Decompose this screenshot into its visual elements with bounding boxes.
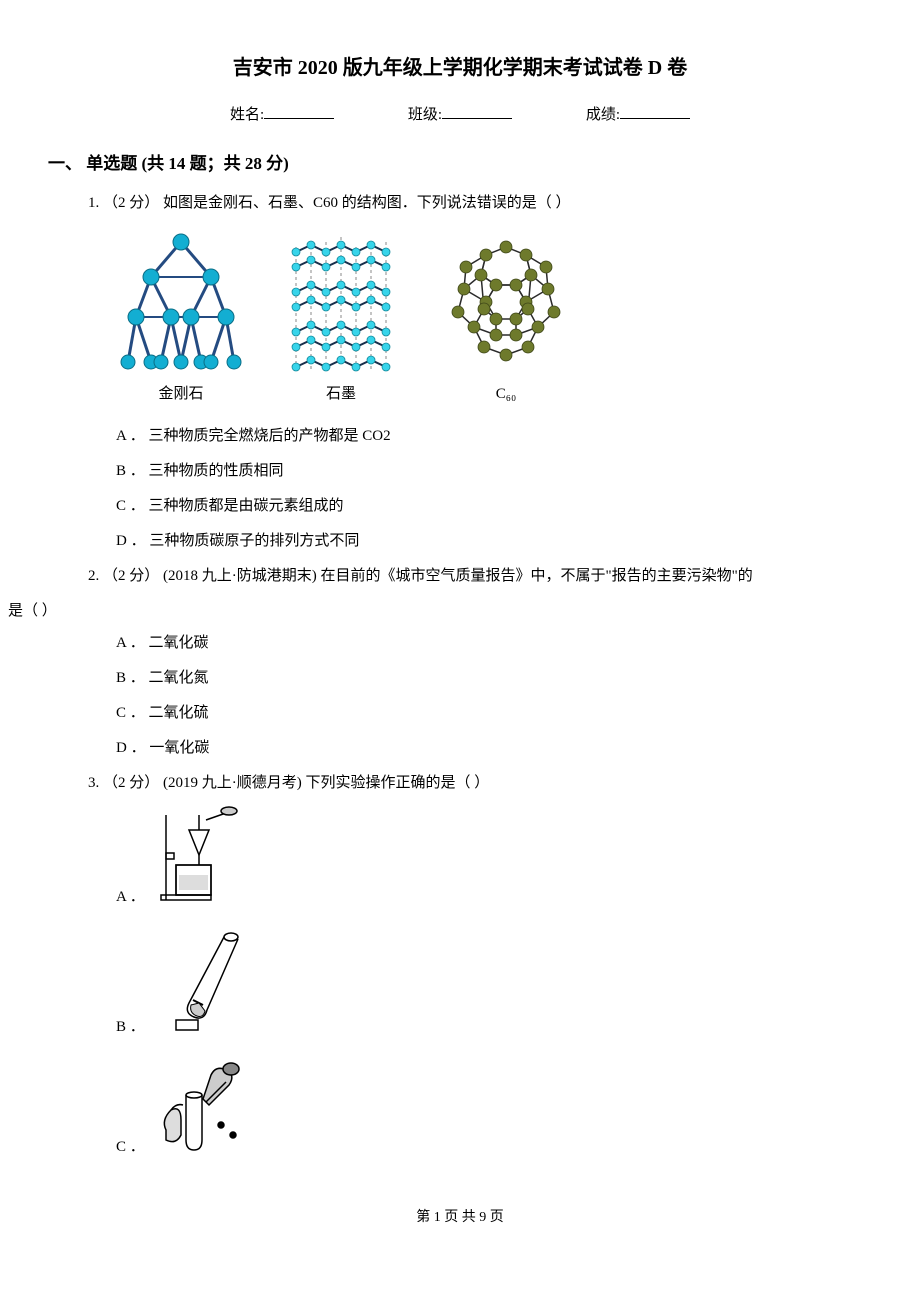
section-heading: 一、 单选题 (共 14 题；共 28 分) [48, 149, 860, 180]
info-row: 姓名: 班级: 成绩: [60, 101, 860, 129]
name-field: 姓名: [230, 101, 334, 129]
q2-option-a: A ． 二氧化碳 [116, 630, 860, 657]
figure-graphite: 石墨 [276, 227, 406, 408]
graphite-svg [276, 227, 406, 377]
q1-option-c: C ． 三种物质都是由碳元素组成的 [116, 493, 860, 520]
q3-a-label: A ． [116, 884, 145, 915]
question-2-opts: A ． 二氧化碳 B ． 二氧化氮 C ． 二氧化硫 D ． 一氧化碳 [88, 630, 860, 762]
score-label: 成绩: [586, 107, 620, 123]
page-title: 吉安市 2020 版九年级上学期化学期末考试试卷 D 卷 [60, 50, 860, 86]
q2-option-c: C ． 二氧化硫 [116, 700, 860, 727]
name-label: 姓名: [230, 107, 264, 123]
q3-a-figure [151, 805, 246, 915]
class-blank [442, 101, 512, 119]
q3-b-svg [151, 925, 246, 1035]
page-footer: 第 1 页 共 9 页 [60, 1205, 860, 1230]
q1-option-a: A ． 三种物质完全燃烧后的产物都是 CO2 [116, 423, 860, 450]
diamond-svg [116, 227, 246, 377]
class-label: 班级: [408, 107, 442, 123]
score-field: 成绩: [586, 101, 690, 129]
c60-label: C₆₀ [496, 381, 516, 408]
q3-a-svg [151, 805, 246, 905]
q3-b-label: B ． [116, 1014, 145, 1045]
q1-option-b: B ． 三种物质的性质相同 [116, 458, 860, 485]
q3-c-figure [151, 1055, 256, 1165]
graphite-label: 石墨 [326, 381, 356, 408]
figure-diamond: 金刚石 [116, 227, 246, 408]
q2-option-d: D ． 一氧化碳 [116, 735, 860, 762]
score-blank [620, 101, 690, 119]
q2-option-b: B ． 二氧化氮 [116, 665, 860, 692]
diamond-label: 金刚石 [158, 381, 203, 408]
q2-head: 2. （2 分） (2018 九上·防城港期末) 在目前的《城市空气质量报告》中… [88, 563, 860, 590]
c60-svg [436, 227, 576, 377]
name-blank [264, 101, 334, 119]
q3-b-figure [151, 925, 246, 1045]
q3-option-c: C ． [116, 1055, 860, 1165]
q3-c-svg [151, 1055, 256, 1155]
question-3: 3. （2 分） (2019 九上·顺德月考) 下列实验操作正确的是（ ） A … [88, 770, 860, 1165]
q3-head: 3. （2 分） (2019 九上·顺德月考) 下列实验操作正确的是（ ） [88, 770, 860, 797]
question-2: 2. （2 分） (2018 九上·防城港期末) 在目前的《城市空气质量报告》中… [88, 563, 860, 590]
class-field: 班级: [408, 101, 512, 129]
q1-head: 1. （2 分） 如图是金刚石、石墨、C60 的结构图．下列说法错误的是（ ） [88, 190, 860, 217]
question-1: 1. （2 分） 如图是金刚石、石墨、C60 的结构图．下列说法错误的是（ ） [88, 190, 860, 555]
q1-option-d: D ． 三种物质碳原子的排列方式不同 [116, 528, 860, 555]
q3-c-label: C ． [116, 1134, 145, 1165]
figure-c60: C₆₀ [436, 227, 576, 408]
q1-figures: 金刚石 [116, 227, 860, 408]
q3-option-a: A ． [116, 805, 860, 915]
q3-option-b: B ． [116, 925, 860, 1045]
q2-head-cont: 是（ ） [8, 598, 860, 625]
